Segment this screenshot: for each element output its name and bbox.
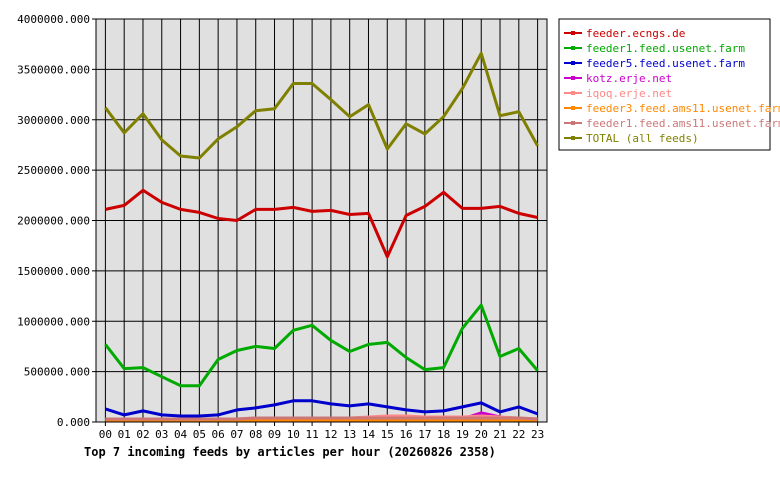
legend-marker	[571, 136, 575, 140]
x-tick-label: 22	[512, 428, 525, 441]
x-tick-label: 03	[155, 428, 168, 441]
x-tick-label: 20	[475, 428, 488, 441]
y-tick-label: 1500000.000	[17, 265, 90, 278]
series-line-1	[104, 303, 539, 388]
x-tick-label: 04	[174, 428, 188, 441]
x-tick-label: 16	[399, 428, 412, 441]
x-tick-label: 07	[230, 428, 243, 441]
y-tick-label: 3500000.000	[17, 63, 90, 76]
legend-marker	[571, 106, 575, 110]
legend-label: feeder5.feed.usenet.farm	[586, 57, 745, 70]
x-tick-label: 23	[531, 428, 544, 441]
legend-label: feeder1.feed.usenet.farm	[586, 42, 745, 55]
y-tick-label: 2500000.000	[17, 164, 90, 177]
x-tick-label: 19	[456, 428, 469, 441]
y-tick-label: 0.000	[57, 416, 90, 429]
legend-marker	[571, 76, 575, 80]
series-line-6	[105, 416, 538, 421]
x-tick-label: 05	[193, 428, 206, 441]
series-line-2	[104, 399, 539, 418]
y-tick-label: 3000000.000	[17, 114, 90, 127]
x-tick-label: 21	[493, 428, 506, 441]
x-tick-label: 13	[343, 428, 356, 441]
legend-marker	[571, 91, 575, 95]
x-tick-label: 06	[212, 428, 225, 441]
x-tick-label: 17	[418, 428, 431, 441]
y-tick-label: 4000000.000	[17, 13, 90, 26]
legend-label: kotz.erje.net	[586, 72, 672, 85]
y-tick-label: 1000000.000	[17, 315, 90, 328]
x-tick-label: 12	[324, 428, 337, 441]
series-line-7	[104, 51, 539, 160]
legend: feeder.ecngs.de feeder1.feed.usenet.farm f…	[558, 18, 780, 151]
x-tick-label: 14	[362, 428, 376, 441]
y-tick-label: 2000000.000	[17, 215, 90, 228]
x-tick-label: 11	[305, 428, 318, 441]
legend-marker	[571, 46, 575, 50]
x-tick-label: 10	[287, 428, 300, 441]
series-line-0	[105, 188, 538, 259]
chart-title: Top 7 incoming feeds by articles per hou…	[84, 445, 496, 459]
x-tick-label: 00	[99, 428, 112, 441]
legend-marker	[571, 61, 575, 65]
legend-label: feeder1.feed.ams11.usenet.farm	[586, 117, 780, 130]
legend-label: iqoq.erje.net	[586, 87, 672, 100]
x-tick-label: 18	[437, 428, 450, 441]
x-tick-label: 08	[249, 428, 262, 441]
x-tick-label: 09	[268, 428, 281, 441]
x-tick-label: 01	[118, 428, 131, 441]
legend-marker	[571, 31, 575, 35]
y-axis: 0.000 500000.000 1000000.000 1500000.000 200…	[17, 13, 96, 429]
series-lines	[104, 51, 539, 423]
legend-box	[558, 18, 771, 151]
x-tick-label: 02	[136, 428, 149, 441]
x-axis: 00 01 02 03 04 05 06 07 08 09 10 11 12 13 14 15 16 17 18 19…	[99, 422, 544, 441]
legend-marker	[571, 121, 575, 125]
legend-label: feeder.ecngs.de	[586, 27, 685, 40]
legend-label: TOTAL (all feeds)	[586, 132, 699, 145]
x-tick-label: 15	[381, 428, 394, 441]
legend-label: feeder3.feed.ams11.usenet.farm	[586, 102, 780, 115]
y-tick-label: 500000.000	[24, 366, 90, 379]
